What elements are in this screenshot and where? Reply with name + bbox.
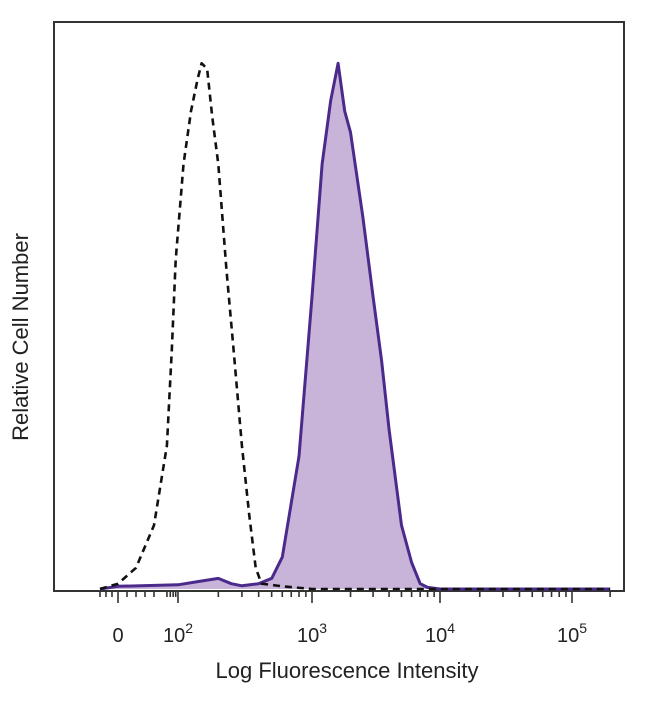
x-tick-label: 102 — [163, 620, 193, 647]
stained-histogram — [99, 61, 611, 591]
control-histogram — [99, 62, 611, 591]
stained-histogram-fill — [100, 63, 611, 590]
x-axis-ticks — [99, 591, 611, 603]
y-axis-label: Relative Cell Number — [8, 233, 33, 441]
x-axis-tick-labels: 0 102 103 104 105 — [112, 620, 587, 647]
stained-histogram-line — [99, 61, 611, 591]
x-tick-label: 104 — [425, 620, 455, 647]
x-axis-label: Log Fluorescence Intensity — [216, 658, 479, 683]
plot-frame — [53, 21, 625, 592]
x-tick-label: 103 — [297, 620, 327, 647]
x-tick-label: 0 — [112, 625, 123, 647]
control-histogram-line — [99, 62, 611, 591]
x-tick-label: 105 — [557, 620, 587, 647]
